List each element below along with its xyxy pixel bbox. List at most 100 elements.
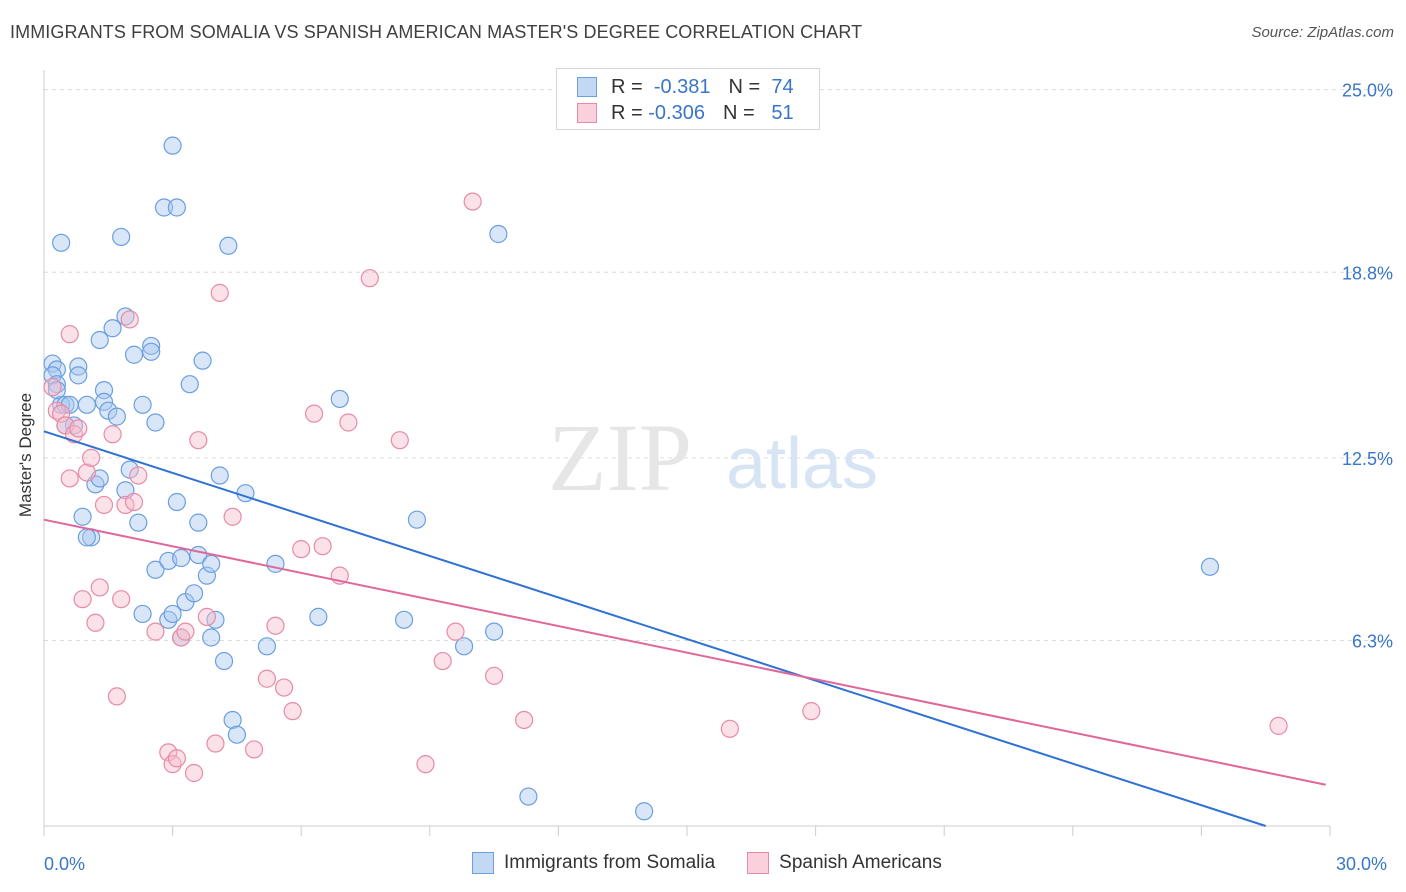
spanish-point xyxy=(292,540,311,559)
spanish-point xyxy=(73,590,92,609)
somalia-point xyxy=(77,528,96,547)
spanish-point xyxy=(43,378,62,397)
spanish-point xyxy=(189,431,208,450)
spanish-point xyxy=(244,740,264,759)
y-tick-label: 12.5% xyxy=(1342,449,1393,469)
legend-row-spanish: R = -0.306 N = 51 xyxy=(577,101,794,125)
somalia-point xyxy=(142,342,161,361)
spanish-point xyxy=(360,269,379,288)
spanish-point xyxy=(802,702,821,721)
y-tick-label: 18.8% xyxy=(1342,263,1393,283)
somalia-point xyxy=(189,513,208,532)
spanish-point xyxy=(124,492,144,512)
spanish-point xyxy=(120,310,139,329)
legend-swatch-spanish xyxy=(577,103,597,123)
somalia-point xyxy=(142,336,161,356)
trend-line-spanish xyxy=(43,518,1326,786)
somalia-point xyxy=(519,787,538,806)
spanish-point xyxy=(176,622,195,641)
spanish-point xyxy=(52,404,71,423)
somalia-point xyxy=(133,395,152,414)
spanish-point xyxy=(339,413,358,432)
legend-label-spanish: Spanish Americans xyxy=(779,852,942,873)
somalia-point xyxy=(454,637,474,656)
somalia-point xyxy=(214,651,234,671)
grid-layer xyxy=(44,89,1392,641)
somalia-point xyxy=(266,554,285,573)
legend-swatch-spanish xyxy=(747,852,770,874)
legend-n-label: N = xyxy=(728,75,761,98)
spanish-point xyxy=(313,537,332,556)
spanish-point xyxy=(1269,716,1288,735)
somalia-point xyxy=(223,710,242,730)
spanish-point xyxy=(82,448,101,467)
spanish-point xyxy=(206,734,225,753)
somalia-point xyxy=(146,413,165,432)
spanish-point xyxy=(463,192,482,211)
y-tick-labels: 6.3% 12.5% 18.8% 25.0% xyxy=(1342,81,1393,652)
spanish-point xyxy=(283,702,302,721)
somalia-point xyxy=(257,637,277,656)
series-somalia-points xyxy=(43,136,1220,821)
somalia-point xyxy=(107,407,126,426)
chart-title: IMMIGRANTS FROM SOMALIA VS SPANISH AMERI… xyxy=(10,22,863,42)
spanish-point xyxy=(274,678,294,697)
spanish-point xyxy=(223,507,242,526)
x-tick-label-max: 30.0% xyxy=(1336,854,1388,874)
somalia-point xyxy=(154,198,174,217)
somalia-point xyxy=(163,136,182,155)
somalia-point xyxy=(172,548,191,568)
somalia-point xyxy=(94,392,114,411)
spanish-point xyxy=(720,719,739,738)
spanish-point xyxy=(446,622,465,641)
spanish-point xyxy=(94,495,114,515)
somalia-point xyxy=(163,604,182,624)
spanish-point xyxy=(266,616,285,635)
somalia-point xyxy=(167,198,186,217)
legend-label-somalia: Immigrants from Somalia xyxy=(504,852,716,873)
legend-n-value: 51 xyxy=(771,101,794,124)
spanish-point xyxy=(107,687,126,706)
legend-item-somalia: Immigrants from Somalia xyxy=(472,852,715,874)
spanish-point xyxy=(485,666,504,685)
somalia-point xyxy=(129,513,148,532)
spanish-point xyxy=(390,431,409,450)
somalia-point xyxy=(227,725,246,744)
series-legend: Immigrants from Somalia Spanish American… xyxy=(472,852,974,874)
spanish-point xyxy=(60,325,79,344)
spanish-point xyxy=(433,651,452,671)
spanish-point xyxy=(86,613,105,632)
legend-item-spanish: Spanish Americans xyxy=(747,852,942,874)
somalia-point xyxy=(197,566,216,585)
trend-lines xyxy=(43,430,1326,827)
legend-n-value: 74 xyxy=(771,75,794,98)
somalia-point xyxy=(103,319,122,338)
spanish-point xyxy=(90,578,109,597)
axes-layer xyxy=(43,70,1331,836)
somalia-point xyxy=(202,628,221,647)
somalia-point xyxy=(133,604,152,624)
trend-line-somalia xyxy=(43,430,1267,827)
spanish-point xyxy=(112,590,131,609)
spanish-point xyxy=(77,463,96,482)
somalia-point xyxy=(489,224,508,244)
somalia-point xyxy=(167,492,186,512)
legend-r-label: R = xyxy=(611,101,643,124)
spanish-point xyxy=(129,466,148,485)
spanish-point xyxy=(257,669,277,688)
spanish-point xyxy=(69,419,88,438)
somalia-point xyxy=(73,507,92,526)
y-tick-label: 25.0% xyxy=(1342,81,1393,101)
somalia-point xyxy=(485,622,504,641)
legend-row-somalia: R = -0.381 N = 74 xyxy=(577,75,794,99)
source-label: Source: ZipAtlas.com xyxy=(1251,24,1394,41)
spanish-point xyxy=(416,755,435,774)
legend-n-label: N = xyxy=(722,101,755,124)
somalia-point xyxy=(90,330,109,350)
somalia-point xyxy=(219,236,238,255)
series-spanish-points xyxy=(43,192,1288,783)
somalia-point xyxy=(146,560,165,579)
somalia-point xyxy=(407,510,427,529)
somalia-point xyxy=(124,345,144,364)
somalia-point xyxy=(394,610,414,629)
